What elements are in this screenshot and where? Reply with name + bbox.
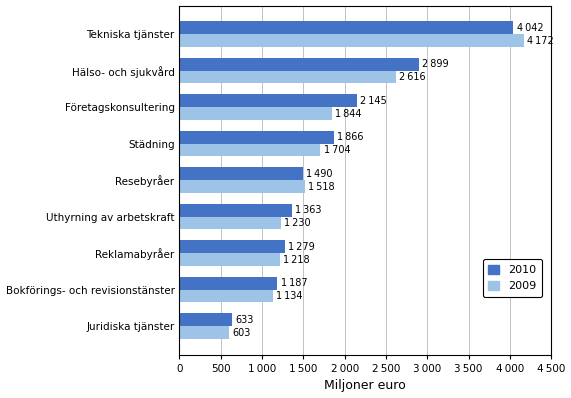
Text: 1 844: 1 844	[335, 109, 361, 119]
Text: 4 172: 4 172	[528, 35, 554, 46]
Bar	[179, 94, 357, 107]
Bar	[179, 326, 229, 339]
Text: 1 230: 1 230	[284, 218, 311, 228]
Bar	[179, 253, 280, 266]
Text: 1 218: 1 218	[283, 255, 310, 265]
Legend: 2010, 2009: 2010, 2009	[482, 259, 542, 297]
Text: 2 616: 2 616	[399, 72, 425, 82]
Bar	[179, 240, 285, 253]
Text: 1 704: 1 704	[324, 145, 350, 155]
Text: 1 363: 1 363	[295, 205, 322, 215]
Bar	[179, 290, 273, 302]
Bar	[179, 21, 513, 34]
Bar	[179, 217, 281, 230]
Bar	[179, 107, 332, 120]
Bar	[179, 277, 278, 290]
Text: 1 866: 1 866	[337, 132, 363, 142]
Text: 1 134: 1 134	[276, 291, 303, 301]
Bar	[179, 180, 305, 193]
Bar	[179, 131, 333, 144]
Text: 633: 633	[235, 315, 254, 325]
Text: 2 145: 2 145	[360, 96, 387, 106]
Bar	[179, 34, 524, 47]
Text: 2 899: 2 899	[423, 59, 449, 69]
Bar	[179, 58, 419, 71]
X-axis label: Miljoner euro: Miljoner euro	[324, 379, 406, 392]
Text: 1 490: 1 490	[306, 169, 332, 179]
Text: 1 279: 1 279	[288, 242, 315, 252]
Bar	[179, 168, 303, 180]
Bar	[179, 204, 292, 217]
Bar	[179, 314, 232, 326]
Text: 603: 603	[232, 328, 251, 338]
Text: 1 187: 1 187	[281, 278, 307, 288]
Bar	[179, 71, 396, 84]
Text: 4 042: 4 042	[517, 23, 544, 33]
Text: 1 518: 1 518	[308, 181, 335, 191]
Bar	[179, 144, 320, 156]
